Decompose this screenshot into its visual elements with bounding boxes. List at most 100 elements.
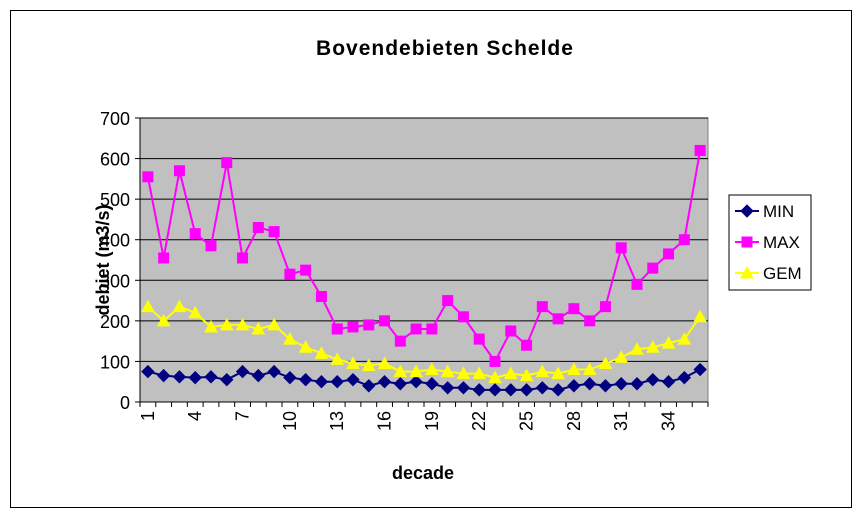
y-tick-label: 0: [120, 393, 130, 413]
data-point: [551, 383, 565, 397]
data-point: [267, 364, 281, 379]
data-point: [189, 228, 201, 240]
data-point: [410, 323, 422, 335]
data-point: [283, 332, 297, 345]
legend-label: GEM: [763, 264, 802, 283]
data-point: [519, 368, 534, 382]
data-point: [740, 204, 754, 218]
data-point: [188, 370, 202, 385]
data-point: [393, 377, 408, 391]
data-point: [237, 252, 249, 264]
data-point: [172, 370, 187, 384]
data-point: [521, 339, 533, 351]
data-point: [677, 370, 692, 385]
data-point: [630, 377, 644, 391]
y-tick-label: 400: [100, 231, 130, 251]
data-point: [552, 313, 564, 325]
data-point: [314, 346, 329, 359]
data-point: [663, 248, 675, 260]
x-tick-label: 7: [233, 411, 253, 421]
data-point: [346, 372, 360, 387]
x-tick-label: 28: [564, 411, 584, 431]
data-point: [283, 370, 297, 385]
x-tick-label: 19: [422, 411, 442, 431]
x-tick-label: 10: [280, 411, 300, 431]
data-point: [300, 264, 312, 276]
data-point: [740, 265, 754, 279]
series: [142, 144, 706, 367]
data-point: [582, 362, 597, 376]
data-point: [488, 383, 502, 397]
legend-label: MAX: [763, 233, 800, 252]
data-point: [393, 364, 408, 378]
data-point: [504, 383, 518, 397]
data-point: [472, 383, 486, 397]
x-tick-label: 1: [138, 411, 158, 421]
y-tick-label: 100: [100, 352, 130, 372]
data-point: [188, 305, 203, 319]
data-point: [456, 381, 471, 395]
data-point: [251, 321, 266, 335]
data-point: [584, 315, 596, 327]
data-point: [693, 362, 707, 377]
data-point: [693, 309, 707, 323]
data-point: [315, 291, 327, 303]
data-point: [141, 364, 155, 379]
data-point: [440, 381, 455, 395]
data-point: [582, 377, 597, 391]
data-point: [614, 377, 628, 391]
plot-area: [139, 117, 709, 403]
data-point: [377, 356, 392, 369]
series: [141, 362, 707, 397]
data-point: [646, 372, 660, 387]
data-point: [741, 236, 753, 248]
data-point: [361, 358, 376, 371]
data-point: [268, 226, 280, 238]
data-point: [141, 299, 155, 313]
data-point: [314, 375, 329, 389]
data-point: [598, 379, 613, 393]
data-point: [298, 372, 313, 387]
data-point: [457, 311, 469, 323]
data-point: [252, 222, 264, 234]
data-point: [645, 340, 660, 353]
data-point: [172, 299, 187, 313]
data-point: [156, 368, 171, 383]
chart-title: Bovendebieten Schelde: [316, 37, 574, 60]
data-point: [489, 355, 501, 367]
legend-label: MIN: [763, 202, 794, 221]
data-point: [158, 252, 170, 264]
data-point: [614, 350, 629, 363]
data-point: [678, 234, 690, 246]
data-point: [598, 356, 613, 369]
data-point: [425, 377, 439, 391]
data-point: [505, 325, 517, 337]
data-point: [694, 144, 706, 156]
y-tick-label: 500: [100, 190, 130, 210]
data-point: [204, 319, 218, 333]
x-tick-label: 13: [327, 411, 347, 431]
data-point: [647, 262, 659, 274]
data-point: [235, 317, 250, 331]
data-point: [488, 370, 502, 384]
data-point: [426, 323, 438, 335]
x-axis-label: decade: [392, 463, 454, 483]
data-point: [409, 364, 423, 378]
x-tick-label: 16: [375, 411, 395, 431]
data-point: [456, 366, 471, 380]
data-point: [284, 268, 296, 280]
data-point: [472, 366, 487, 380]
data-point: [599, 301, 611, 313]
x-tick-label: 4: [185, 411, 205, 421]
data-point: [173, 165, 185, 177]
data-point: [362, 379, 376, 393]
data-point: [425, 362, 439, 376]
data-point: [142, 171, 154, 183]
data-point: [519, 383, 534, 397]
data-point: [568, 303, 580, 315]
data-point: [331, 323, 343, 335]
data-point: [205, 240, 217, 252]
series-line: [146, 150, 702, 364]
data-point: [363, 319, 375, 331]
